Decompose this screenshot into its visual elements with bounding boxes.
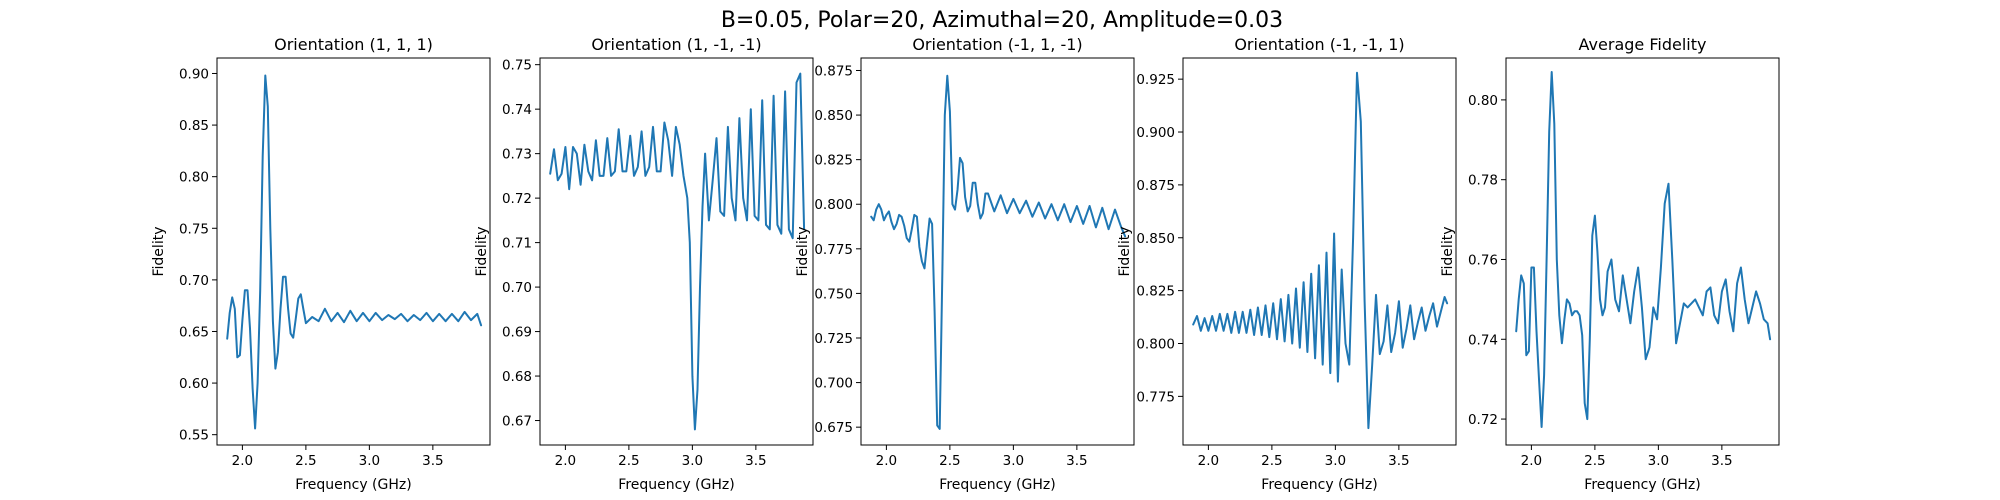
y-tick-label: 0.850 bbox=[814, 108, 853, 124]
y-tick-label: 0.68 bbox=[502, 369, 532, 385]
y-tick-label: 0.70 bbox=[179, 273, 209, 289]
y-tick-label: 0.75 bbox=[179, 221, 209, 237]
series-line bbox=[549, 72, 806, 431]
y-tick-label: 0.675 bbox=[814, 420, 853, 436]
figure-suptitle: B=0.05, Polar=20, Azimuthal=20, Amplitud… bbox=[721, 8, 1283, 33]
plot-frame bbox=[1182, 57, 1457, 446]
panel-title: Average Fidelity bbox=[1579, 35, 1707, 54]
x-tick-label: 2.0 bbox=[1198, 453, 1219, 469]
x-tick-label: 3.0 bbox=[1648, 453, 1669, 469]
x-tick-label: 3.0 bbox=[359, 453, 380, 469]
x-tick-label: 3.0 bbox=[1325, 453, 1346, 469]
chart-panel: 2.0 2.5 3.0 3.5 0.72 0.74 0.76 0.78 0.80 Average … bbox=[1440, 35, 1780, 493]
y-axis-label: Fidelity bbox=[1440, 227, 1456, 277]
y-tick-label: 0.80 bbox=[1468, 93, 1498, 109]
y-axis-label: Fidelity bbox=[151, 227, 167, 277]
x-tick-label: 2.0 bbox=[876, 453, 897, 469]
y-axis-label: Fidelity bbox=[1117, 227, 1133, 277]
x-tick-label: 2.0 bbox=[232, 453, 253, 469]
x-tick-label: 3.0 bbox=[682, 453, 703, 469]
y-tick-label: 0.875 bbox=[1136, 178, 1175, 194]
y-tick-label: 0.700 bbox=[814, 376, 853, 392]
x-tick-label: 3.5 bbox=[1066, 453, 1087, 469]
x-tick-label: 3.5 bbox=[1711, 453, 1732, 469]
y-axis-label: Fidelity bbox=[474, 227, 490, 277]
y-tick-label: 0.900 bbox=[1136, 125, 1175, 141]
y-tick-label: 0.75 bbox=[502, 58, 532, 74]
y-tick-label: 0.775 bbox=[814, 242, 853, 258]
y-tick-label: 0.70 bbox=[502, 280, 532, 296]
x-axis-label: Frequency (GHz) bbox=[1584, 477, 1700, 493]
chart-panel: 2.0 2.5 3.0 3.5 0.775 0.800 0.825 0.850 0.875 0.9… bbox=[1117, 35, 1457, 493]
y-tick-label: 0.65 bbox=[179, 324, 209, 340]
y-tick-label: 0.72 bbox=[1468, 412, 1498, 428]
series-line bbox=[870, 74, 1127, 430]
y-axis-label: Fidelity bbox=[795, 227, 811, 277]
x-axis-label: Frequency (GHz) bbox=[618, 477, 734, 493]
x-tick-label: 3.5 bbox=[422, 453, 443, 469]
chart-panel: 2.0 2.5 3.0 3.5 0.67 0.68 0.69 0.70 0.71 0.72 0.73… bbox=[474, 35, 814, 493]
x-axis-label: Frequency (GHz) bbox=[939, 477, 1055, 493]
x-tick-label: 2.5 bbox=[1261, 453, 1282, 469]
series-line bbox=[1192, 71, 1449, 430]
panel-title: Orientation (-1, 1, -1) bbox=[912, 35, 1082, 54]
plot-frame bbox=[1505, 57, 1780, 446]
panel-title: Orientation (1, -1, -1) bbox=[591, 35, 761, 54]
y-tick-label: 0.71 bbox=[502, 236, 532, 252]
y-tick-label: 0.67 bbox=[502, 414, 532, 430]
x-tick-label: 2.0 bbox=[555, 453, 576, 469]
y-tick-label: 0.55 bbox=[179, 428, 209, 444]
y-tick-label: 0.825 bbox=[814, 153, 853, 169]
panel-title: Orientation (1, 1, 1) bbox=[274, 35, 433, 54]
x-tick-label: 2.5 bbox=[295, 453, 316, 469]
y-tick-label: 0.74 bbox=[1468, 332, 1498, 348]
x-tick-label: 3.5 bbox=[745, 453, 766, 469]
chart-panel: 2.0 2.5 3.0 3.5 0.675 0.700 0.725 0.750 0.775 0.8… bbox=[795, 35, 1135, 493]
x-tick-label: 2.5 bbox=[939, 453, 960, 469]
x-tick-label: 2.5 bbox=[618, 453, 639, 469]
panel-title: Orientation (-1, -1, 1) bbox=[1234, 35, 1404, 54]
y-tick-label: 0.800 bbox=[1136, 336, 1175, 352]
y-tick-label: 0.85 bbox=[179, 118, 209, 134]
x-tick-label: 3.0 bbox=[1003, 453, 1024, 469]
plot-frame bbox=[860, 57, 1135, 446]
plot-frame bbox=[216, 57, 491, 446]
y-tick-label: 0.80 bbox=[179, 170, 209, 186]
y-tick-label: 0.78 bbox=[1468, 173, 1498, 189]
y-tick-label: 0.850 bbox=[1136, 231, 1175, 247]
y-tick-label: 0.800 bbox=[814, 197, 853, 213]
x-axis-label: Frequency (GHz) bbox=[295, 477, 411, 493]
y-tick-label: 0.775 bbox=[1136, 389, 1175, 405]
series-line bbox=[1515, 71, 1772, 428]
x-tick-label: 2.5 bbox=[1584, 453, 1605, 469]
plot-frame bbox=[539, 57, 814, 446]
y-tick-label: 0.725 bbox=[814, 331, 853, 347]
y-tick-label: 0.875 bbox=[814, 63, 853, 79]
y-tick-label: 0.73 bbox=[502, 147, 532, 163]
y-tick-label: 0.60 bbox=[179, 376, 209, 392]
y-tick-label: 0.74 bbox=[502, 102, 532, 118]
y-tick-label: 0.76 bbox=[1468, 252, 1498, 268]
chart-panel: 2.0 2.5 3.0 3.5 0.55 0.60 0.65 0.70 0.75 0.80 0.85… bbox=[151, 35, 491, 493]
y-tick-label: 0.90 bbox=[179, 66, 209, 82]
y-tick-label: 0.825 bbox=[1136, 284, 1175, 300]
y-tick-label: 0.750 bbox=[814, 286, 853, 302]
chart-panels: 2.0 2.5 3.0 3.5 0.55 0.60 0.65 0.70 0.75 0.80 0.85… bbox=[151, 35, 1780, 493]
y-tick-label: 0.925 bbox=[1136, 72, 1175, 88]
x-tick-label: 2.0 bbox=[1521, 453, 1542, 469]
x-axis-label: Frequency (GHz) bbox=[1261, 477, 1377, 493]
series-line bbox=[226, 74, 483, 430]
x-tick-label: 3.5 bbox=[1388, 453, 1409, 469]
y-tick-label: 0.72 bbox=[502, 191, 532, 207]
y-tick-label: 0.69 bbox=[502, 325, 532, 341]
